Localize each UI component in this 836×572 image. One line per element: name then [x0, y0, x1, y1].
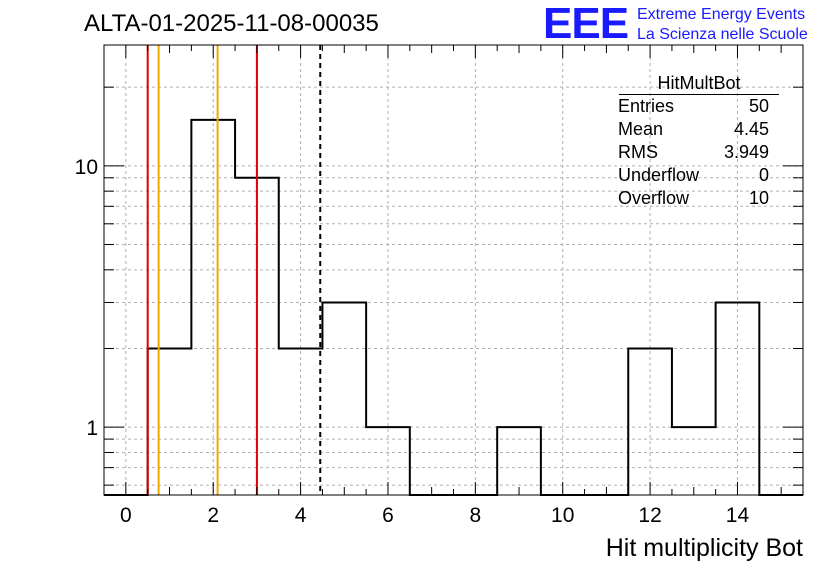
- marker-lines: [146, 45, 322, 495]
- x-tick-label: 10: [551, 504, 574, 527]
- stats-label: Underflow: [618, 165, 700, 185]
- logo-tagline-2: La Scienza nelle Scuole: [637, 26, 808, 43]
- stats-label: RMS: [618, 142, 658, 162]
- stats-label: Mean: [618, 119, 664, 139]
- x-tick-label: 14: [726, 504, 750, 527]
- y-tick-label: 1: [86, 417, 98, 440]
- stats-row-underflow: Underflow 0: [611, 164, 779, 187]
- x-tick-label: 4: [295, 504, 307, 527]
- grid-lines: [104, 45, 803, 495]
- stats-row-mean: Mean 4.45: [611, 118, 779, 141]
- histogram-bin: [148, 348, 192, 495]
- histogram-bin: [322, 302, 366, 495]
- eee-logo-mark: EEE: [543, 0, 629, 48]
- stats-value: 0: [758, 165, 769, 185]
- stats-row-rms: RMS 3.949: [611, 141, 779, 164]
- x-tick-label: 0: [120, 504, 132, 527]
- stats-value: 4.45: [733, 119, 769, 139]
- stats-value: 50: [748, 96, 769, 116]
- stats-value: 3.949: [723, 142, 769, 162]
- logo-tagline-1: Extreme Energy Events: [637, 6, 806, 23]
- stats-value: 10: [748, 188, 769, 208]
- y-tick-label: 10: [75, 156, 98, 179]
- stats-label: Entries: [618, 96, 675, 116]
- eee-logo: EEE Extreme Energy Events La Scienza nel…: [543, 2, 833, 46]
- stats-row-overflow: Overflow 10: [611, 187, 779, 210]
- x-axis-label: Hit multiplicity Bot: [605, 534, 803, 562]
- x-tick-label: 2: [207, 504, 219, 527]
- x-tick-label: 8: [470, 504, 482, 527]
- chart-title: ALTA-01-2025-11-08-00035: [84, 10, 379, 37]
- x-tick-label: 12: [638, 504, 661, 527]
- stats-title: HitMultBot: [619, 72, 779, 95]
- stats-row-entries: Entries 50: [611, 95, 779, 118]
- stats-label: Overflow: [618, 188, 690, 208]
- stats-box: HitMultBot Entries 50 Mean 4.45 RMS 3.94…: [611, 72, 779, 210]
- axes: 0 2 4 6 8 10 12 14 1 10: [75, 44, 804, 527]
- x-tick-label: 6: [382, 504, 394, 527]
